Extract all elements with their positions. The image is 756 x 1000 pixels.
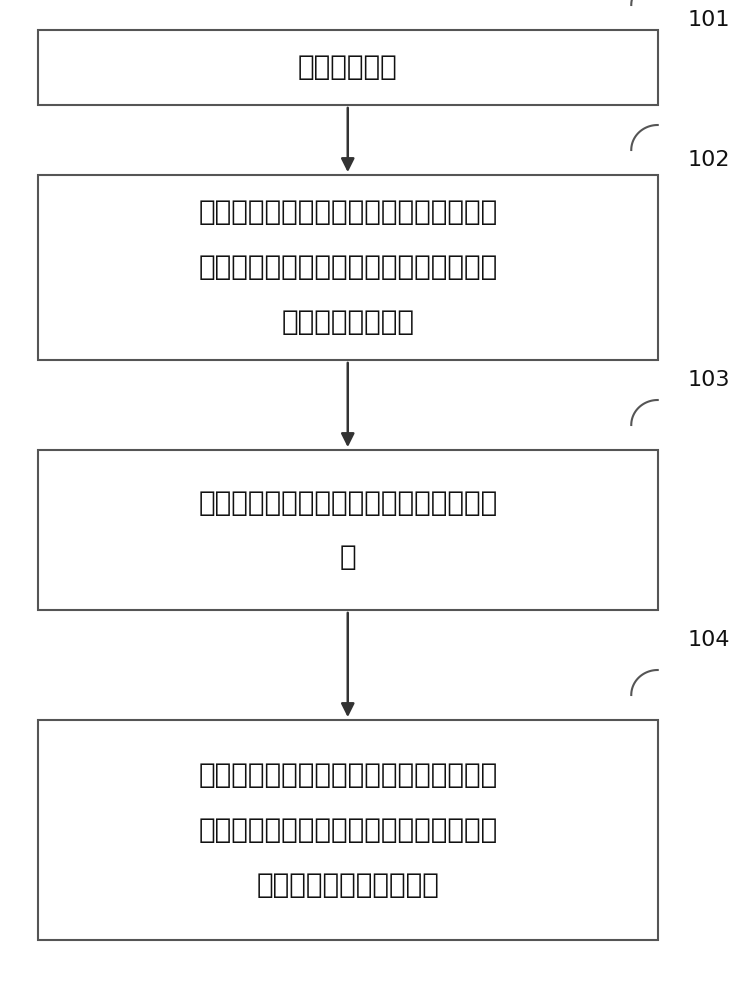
Text: 确定描述人脸的设定器官的器官模型的类: 确定描述人脸的设定器官的器官模型的类: [198, 488, 497, 516]
Text: 102: 102: [688, 150, 730, 170]
Text: 104: 104: [688, 630, 730, 650]
Text: 特征点的初始位置: 特征点的初始位置: [281, 308, 414, 336]
Bar: [38, 450, 658, 610]
Text: 型: 型: [339, 543, 356, 571]
Text: 器官的特征点的初始位置: 器官的特征点的初始位置: [256, 871, 439, 899]
Text: 101: 101: [688, 10, 730, 30]
Text: 进行特征点搜索，调整待测图像中人脸的: 进行特征点搜索，调整待测图像中人脸的: [198, 816, 497, 844]
Bar: [38, 720, 658, 940]
Bar: [38, 175, 658, 360]
Bar: [38, 30, 658, 105]
Text: 103: 103: [688, 370, 730, 390]
Text: 在待测图像中，进行平均形状模型的初始: 在待测图像中，进行平均形状模型的初始: [198, 198, 497, 226]
Text: 获取待测图像: 获取待测图像: [298, 53, 398, 82]
Text: 定位，得到描述待测图像中人脸的器官的: 定位，得到描述待测图像中人脸的器官的: [198, 253, 497, 282]
Text: 基于确定的类型的器官模型，对待测图像: 基于确定的类型的器官模型，对待测图像: [198, 761, 497, 789]
